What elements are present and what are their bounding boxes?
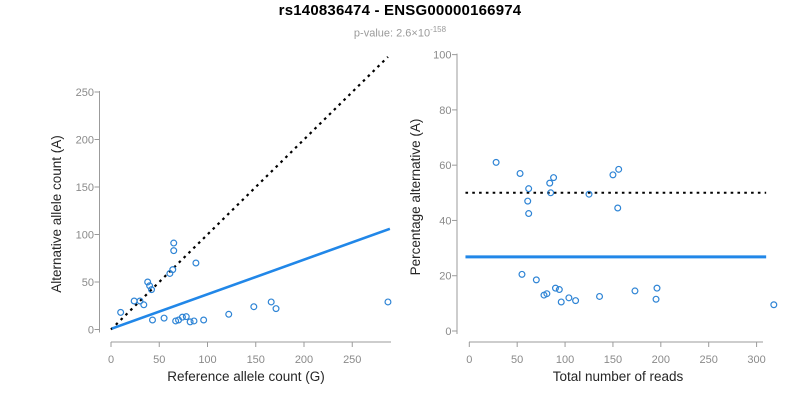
data-point bbox=[525, 210, 533, 218]
data-point bbox=[169, 266, 177, 274]
data-point bbox=[384, 298, 392, 306]
y-tick-label: 50 bbox=[82, 277, 94, 289]
x-tick-label: 0 bbox=[466, 354, 472, 366]
x-tick-label: 50 bbox=[153, 354, 165, 366]
y-tick-label: 20 bbox=[439, 271, 451, 283]
x-axis-title: Reference allele count (G) bbox=[167, 369, 325, 384]
data-point bbox=[148, 316, 156, 324]
data-point bbox=[186, 318, 194, 326]
x-tick-label: 300 bbox=[747, 354, 765, 366]
data-point bbox=[770, 301, 778, 309]
pvalue-exponent: -158 bbox=[430, 25, 447, 34]
pvalue-text: p-value: 2.6×10 bbox=[353, 27, 431, 40]
data-point bbox=[272, 305, 280, 313]
data-point bbox=[170, 247, 178, 255]
data-point bbox=[525, 185, 533, 193]
data-point bbox=[170, 239, 178, 247]
x-tick-label: 200 bbox=[652, 354, 670, 366]
y-tick-label: 80 bbox=[439, 105, 451, 117]
left-plot: 0 50 100 150 200 250 0 50 100 150 200 250 Reference … bbox=[49, 56, 392, 384]
data-point bbox=[182, 313, 190, 321]
data-point bbox=[543, 290, 551, 298]
data-point bbox=[631, 287, 639, 295]
x-tick-label: 100 bbox=[198, 354, 216, 366]
y-tick-label: 150 bbox=[76, 182, 94, 194]
data-point bbox=[555, 286, 563, 294]
data-point bbox=[225, 310, 233, 318]
data-point bbox=[136, 297, 144, 305]
data-point bbox=[565, 294, 573, 302]
y-axis-title: Percentage alternative (A) bbox=[408, 119, 423, 276]
data-point bbox=[652, 295, 660, 303]
data-point bbox=[532, 276, 540, 284]
data-point bbox=[572, 297, 580, 305]
y-tick-label: 100 bbox=[433, 50, 451, 62]
plot-title: rs140836474 - ENSG00000166974 bbox=[278, 2, 522, 19]
data-point bbox=[192, 259, 200, 267]
data-point bbox=[547, 189, 555, 197]
y-tick-label: 200 bbox=[76, 135, 94, 147]
data-point bbox=[551, 284, 559, 292]
data-point bbox=[250, 303, 258, 311]
x-tick-label: 150 bbox=[247, 354, 265, 366]
right-plot: 0 20 40 60 80 100 0 50 100 150 200 250 300 Total numb… bbox=[408, 50, 778, 384]
data-point bbox=[524, 197, 532, 205]
data-point bbox=[140, 301, 148, 309]
data-point bbox=[550, 174, 558, 182]
data-point bbox=[178, 313, 186, 321]
data-point bbox=[615, 165, 623, 173]
y-tick-label: 60 bbox=[439, 160, 451, 172]
data-point bbox=[200, 316, 208, 324]
data-point bbox=[546, 179, 554, 187]
data-point bbox=[190, 317, 198, 325]
y-axis-title: Alternative allele count (A) bbox=[49, 135, 64, 293]
x-tick-label: 100 bbox=[556, 354, 574, 366]
data-point bbox=[585, 190, 593, 198]
fit-line bbox=[111, 227, 391, 330]
data-point bbox=[117, 308, 125, 316]
x-tick-label: 250 bbox=[343, 354, 361, 366]
data-point bbox=[614, 204, 622, 212]
y-tick-label: 40 bbox=[439, 215, 451, 227]
x-tick-label: 0 bbox=[108, 354, 114, 366]
data-point bbox=[492, 158, 500, 166]
data-point bbox=[144, 278, 152, 286]
data-point bbox=[160, 314, 168, 322]
data-point bbox=[267, 298, 275, 306]
identity-line bbox=[110, 56, 389, 331]
x-axis-title: Total number of reads bbox=[553, 369, 684, 384]
data-point bbox=[653, 284, 661, 292]
data-point bbox=[516, 169, 524, 177]
data-point bbox=[130, 297, 138, 305]
y-tick-label: 250 bbox=[76, 87, 94, 99]
data-point bbox=[146, 282, 154, 290]
y-tick-label: 0 bbox=[445, 326, 451, 338]
data-point bbox=[148, 286, 156, 294]
data-point bbox=[557, 298, 565, 306]
data-point bbox=[518, 270, 526, 278]
data-point bbox=[596, 292, 604, 300]
x-tick-label: 50 bbox=[511, 354, 523, 366]
x-tick-label: 250 bbox=[700, 354, 718, 366]
data-point bbox=[609, 171, 617, 179]
y-tick-label: 0 bbox=[88, 325, 94, 337]
x-tick-label: 200 bbox=[295, 354, 313, 366]
y-tick-label: 100 bbox=[76, 230, 94, 242]
plot-subtitle: p-value: 2.6×10-158 bbox=[0, 25, 800, 40]
x-tick-label: 150 bbox=[604, 354, 622, 366]
